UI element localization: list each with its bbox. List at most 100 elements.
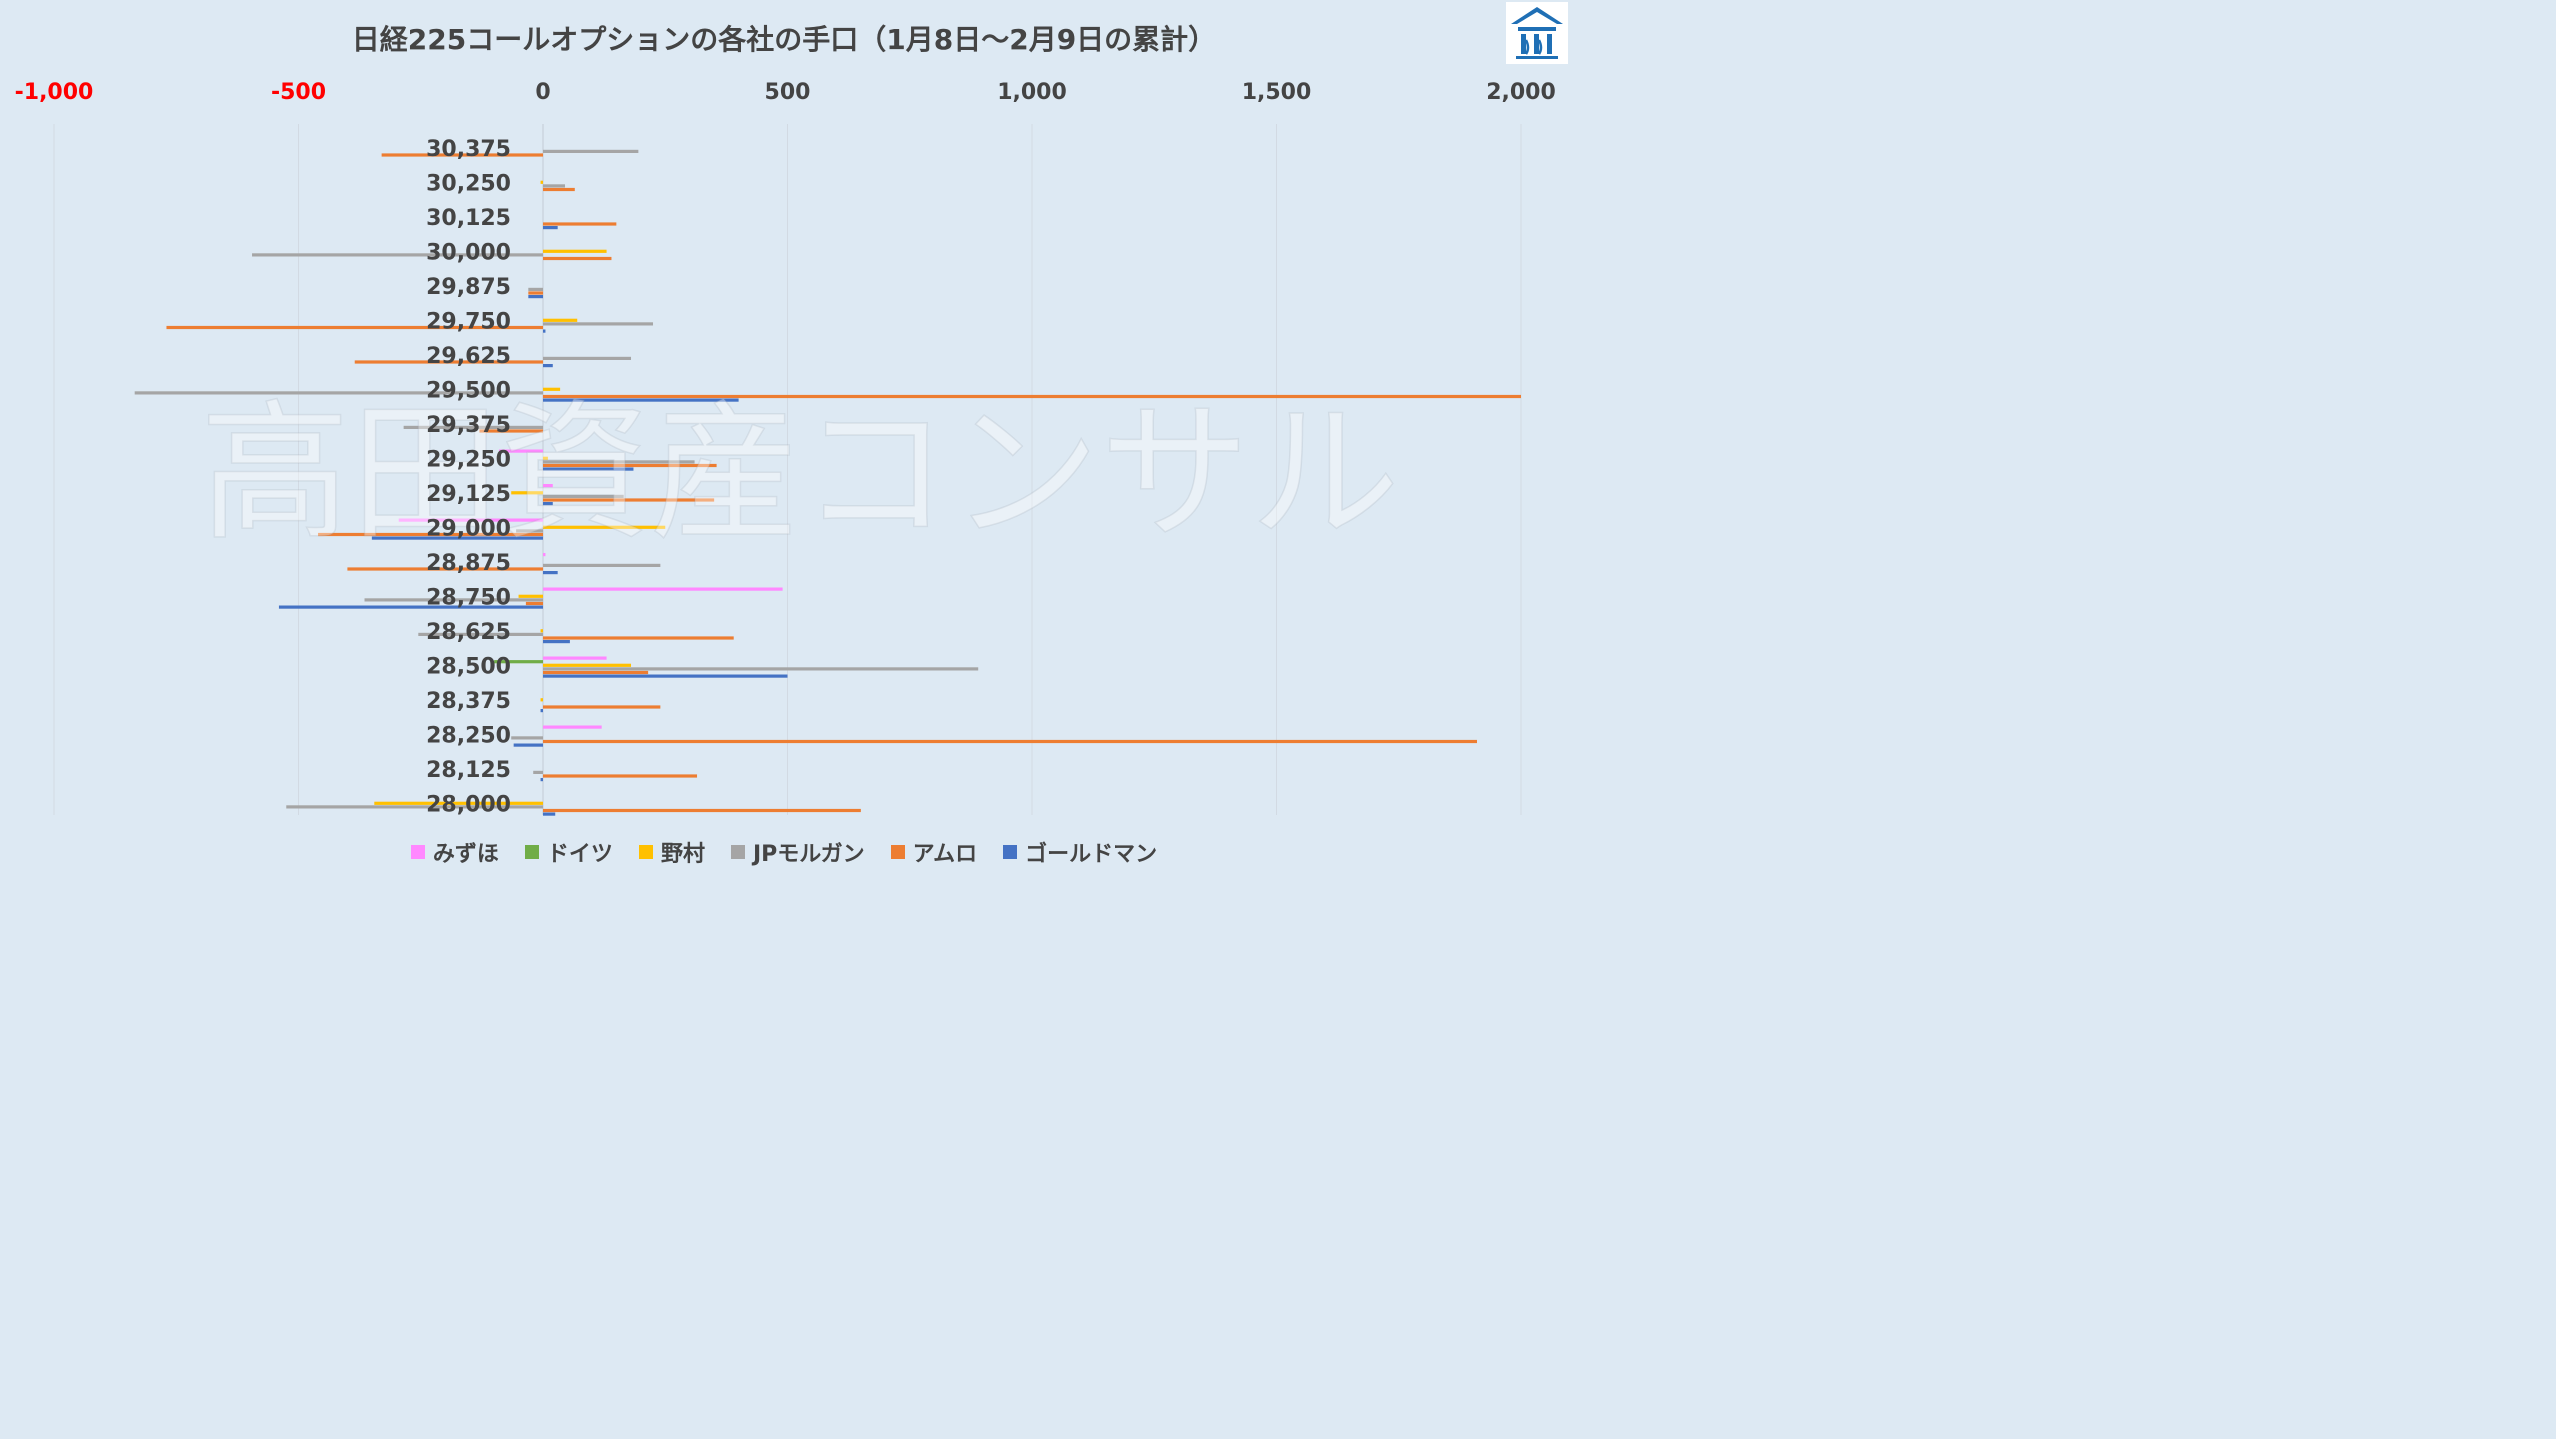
bar xyxy=(543,808,861,813)
bar xyxy=(543,329,546,333)
category-label: 28,375 xyxy=(426,689,511,714)
bar xyxy=(543,456,548,460)
bar xyxy=(543,460,695,464)
bar xyxy=(543,587,783,591)
category-label: 28,500 xyxy=(426,655,511,680)
bar xyxy=(543,674,788,678)
category-label: 29,000 xyxy=(426,517,511,542)
category-label: 29,875 xyxy=(426,275,511,300)
bar xyxy=(528,291,543,295)
bar xyxy=(543,226,558,230)
bar xyxy=(540,778,543,782)
bar xyxy=(543,563,661,567)
bar xyxy=(528,295,543,299)
bar xyxy=(543,149,639,153)
legend-label: みずほ xyxy=(432,842,499,867)
x-tick-label: 1,500 xyxy=(1242,80,1312,105)
category-label: 30,000 xyxy=(426,241,511,266)
bar xyxy=(543,667,979,671)
chart-root: 日経225コールオプションの各社の手口（1月8日～2月9日の累計） 高田資産コン… xyxy=(0,0,1568,883)
bar xyxy=(543,387,561,391)
category-label: 30,250 xyxy=(426,172,511,197)
bar xyxy=(540,709,543,713)
category-label: 29,750 xyxy=(426,310,511,335)
legend-item: ゴールドマン xyxy=(1003,836,1157,868)
bar xyxy=(518,594,543,598)
bar xyxy=(543,812,556,816)
bar xyxy=(528,287,543,291)
legend-swatch xyxy=(410,845,425,859)
chart-title: 日経225コールオプションの各社の手口（1月8日～2月9日の累計） xyxy=(351,23,1217,56)
bar xyxy=(543,725,602,729)
legend-swatch xyxy=(638,845,653,859)
legend-label: 野村 xyxy=(660,842,705,867)
x-tick-label: 0 xyxy=(535,80,550,105)
legend-item: ドイツ xyxy=(524,836,613,868)
category-label: 29,125 xyxy=(426,482,511,507)
category-label: 28,750 xyxy=(426,586,511,611)
bar xyxy=(364,598,543,602)
bar xyxy=(418,632,543,636)
bar xyxy=(543,571,558,575)
x-tick-label: 500 xyxy=(765,80,811,105)
bar xyxy=(543,394,1521,399)
bar xyxy=(403,425,543,429)
bar xyxy=(543,705,661,709)
legend-swatch xyxy=(1003,845,1018,859)
bar xyxy=(479,429,543,433)
bar xyxy=(354,360,543,364)
legend-label: アムロ xyxy=(912,842,978,867)
category-label: 29,250 xyxy=(426,448,511,473)
bar xyxy=(318,532,543,537)
bar xyxy=(543,467,634,471)
bars xyxy=(134,149,1521,816)
category-label: 28,625 xyxy=(426,620,511,645)
bar xyxy=(543,222,617,226)
legend-item: みずほ xyxy=(410,836,499,868)
bar xyxy=(374,801,543,805)
bar xyxy=(543,187,575,192)
bar xyxy=(516,529,543,533)
bar xyxy=(543,463,717,468)
bar xyxy=(543,525,666,529)
bar xyxy=(540,180,543,184)
bar xyxy=(166,325,543,330)
bar xyxy=(543,670,649,675)
bar xyxy=(513,743,543,747)
bar xyxy=(347,567,543,571)
bar xyxy=(543,184,566,188)
legend-swatch xyxy=(890,845,905,859)
bar xyxy=(398,518,543,522)
legend: みずほ ドイツ 野村 JPモルガン アムロ ゴールドマン xyxy=(0,836,1568,868)
legend-label: ドイツ xyxy=(546,842,613,867)
bar xyxy=(543,640,570,644)
bar xyxy=(252,253,544,257)
bar xyxy=(543,318,578,322)
legend-item: 野村 xyxy=(638,836,705,868)
bar xyxy=(511,736,543,740)
bar xyxy=(533,770,543,774)
category-label: 28,000 xyxy=(426,793,511,818)
bar xyxy=(286,805,543,809)
x-tick-label: -500 xyxy=(271,80,326,105)
bar-chart: 高田資産コンサル 30,375 30,250 30,125 30,000 29,875 2… xyxy=(15,80,1556,818)
bar xyxy=(543,364,553,368)
bar xyxy=(543,356,632,360)
bar xyxy=(543,398,739,402)
bar xyxy=(543,656,607,660)
bar xyxy=(543,249,607,253)
legend-label: ゴールドマン xyxy=(1025,842,1158,867)
legend-label: JPモルガン xyxy=(752,842,865,867)
bar xyxy=(540,698,543,702)
category-label: 29,500 xyxy=(426,379,511,404)
x-axis-tick-labels: -1,000 -500 0 500 1,000 1,500 2,000 xyxy=(15,80,1556,105)
bar xyxy=(494,660,543,664)
bar xyxy=(543,494,624,498)
category-labels: 30,375 30,250 30,125 30,000 29,875 29,750 29,6… xyxy=(426,137,511,818)
legend-swatch xyxy=(524,845,539,859)
bar xyxy=(525,601,543,606)
category-label: 28,125 xyxy=(426,758,511,783)
legend-item: JPモルガン xyxy=(730,836,865,868)
category-label: 28,875 xyxy=(426,551,511,576)
bar xyxy=(543,484,553,488)
